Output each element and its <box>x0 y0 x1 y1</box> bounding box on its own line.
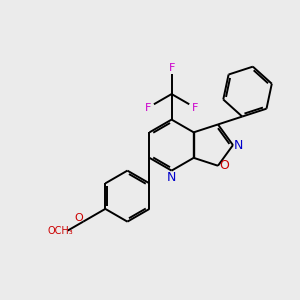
Text: F: F <box>168 63 175 73</box>
Text: N: N <box>167 171 176 184</box>
Text: O: O <box>219 159 229 172</box>
Text: O: O <box>74 213 83 223</box>
Text: OCH₃: OCH₃ <box>48 226 74 236</box>
Text: N: N <box>234 139 244 152</box>
Text: F: F <box>145 103 151 113</box>
Text: F: F <box>192 103 198 113</box>
